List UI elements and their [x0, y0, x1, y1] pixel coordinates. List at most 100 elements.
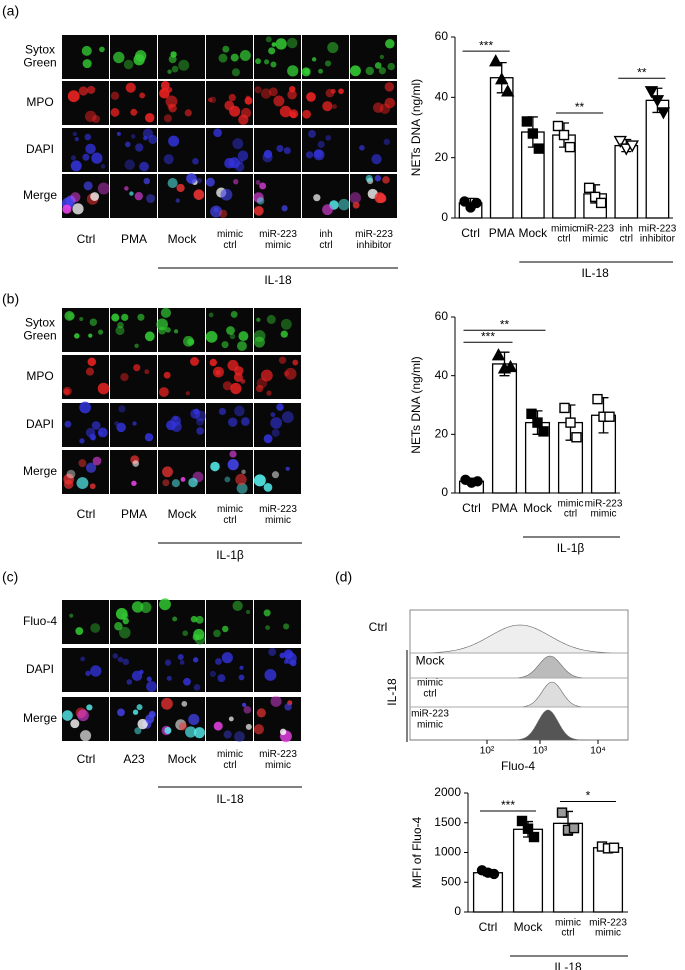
data-point: [526, 408, 537, 419]
cell: [221, 652, 233, 664]
cell: [183, 677, 191, 686]
cell: [172, 616, 178, 622]
cell: [221, 625, 229, 633]
cell: [263, 483, 273, 492]
cell: [313, 194, 321, 202]
cell: [80, 656, 86, 662]
micrograph: [206, 600, 253, 644]
data-point: [538, 426, 549, 437]
data-point: [625, 140, 639, 153]
cell: [305, 151, 314, 159]
column-label: miR-223: [259, 749, 297, 760]
cell: [322, 101, 333, 112]
cell: [146, 194, 156, 204]
cell: [161, 697, 173, 710]
cell: [63, 473, 75, 485]
cell: [208, 312, 214, 318]
data-point: [568, 822, 580, 834]
data-point: [592, 393, 603, 405]
cell: [143, 177, 150, 185]
cell: [174, 329, 179, 334]
cell: [263, 609, 271, 617]
row-label: DAPI: [26, 142, 54, 156]
cell: [205, 177, 215, 187]
x-tick-label: miR-223: [585, 499, 623, 510]
cell: [140, 601, 152, 613]
data-point: [472, 476, 483, 487]
data-point: [608, 842, 620, 853]
data-point: [552, 120, 564, 132]
cell: [193, 189, 205, 200]
cell: [158, 326, 167, 335]
cell: [270, 61, 277, 68]
cell: [271, 42, 277, 47]
cell: [327, 42, 339, 54]
x-tick-label: ctrl: [620, 234, 633, 245]
cell: [270, 417, 283, 429]
cell: [306, 92, 316, 102]
data-point: [533, 143, 545, 154]
cell: [279, 652, 286, 659]
cell: [162, 466, 173, 478]
cell: [97, 382, 110, 395]
cell: [220, 188, 233, 201]
data-point: [495, 72, 509, 85]
bar: [491, 363, 518, 494]
cell: [185, 726, 197, 738]
panel-label: (d): [335, 569, 352, 585]
cell: [269, 87, 278, 97]
x-tick-label: miR-223: [639, 224, 677, 235]
cell: [318, 68, 324, 74]
cell: [164, 727, 172, 735]
cell: [227, 359, 239, 371]
cell: [124, 186, 129, 191]
cell: [185, 391, 190, 396]
cell: [278, 356, 287, 364]
cell: [384, 82, 395, 92]
cell: [176, 183, 185, 193]
cell: [171, 65, 179, 73]
panel-label: (b): [2, 291, 19, 307]
cell: [139, 161, 149, 172]
column-label: A23: [123, 752, 145, 766]
x-tick-label: 10⁴: [590, 746, 605, 757]
cell: [160, 80, 170, 90]
x-tick-label: 10³: [533, 746, 548, 757]
cell: [146, 676, 152, 682]
micrograph: [158, 35, 205, 79]
panel-label: (c): [2, 569, 18, 585]
cell: [114, 622, 123, 631]
x-tick-label: ctrl: [561, 928, 574, 939]
cell: [253, 192, 264, 203]
data-point: [556, 807, 568, 818]
cell: [182, 630, 188, 637]
x-tick-label: mimic: [595, 928, 621, 939]
cell: [229, 450, 237, 458]
cell: [64, 310, 75, 321]
x-tick-label: mimic: [590, 509, 616, 520]
cell: [352, 201, 360, 209]
cell: [82, 153, 90, 161]
cell: [175, 198, 180, 203]
cell: [236, 482, 248, 494]
cell: [254, 86, 262, 94]
row-label: Merge: [23, 711, 57, 725]
cell: [285, 466, 290, 471]
cell: [383, 138, 390, 146]
cell: [372, 102, 384, 113]
data-point: [527, 128, 539, 139]
cell: [115, 608, 128, 620]
cell: [89, 318, 98, 326]
cell: [228, 716, 234, 722]
column-label: PMA: [121, 232, 147, 246]
column-label: PMA: [121, 507, 147, 521]
significance-label: *: [586, 789, 591, 803]
row-label: Fluo-4: [23, 614, 57, 628]
cell: [338, 88, 344, 95]
cell: [253, 205, 264, 216]
cell: [245, 609, 251, 615]
column-label: mimic: [217, 229, 243, 240]
cell: [144, 369, 150, 375]
data-point: [595, 197, 607, 209]
data-point: [532, 417, 543, 428]
